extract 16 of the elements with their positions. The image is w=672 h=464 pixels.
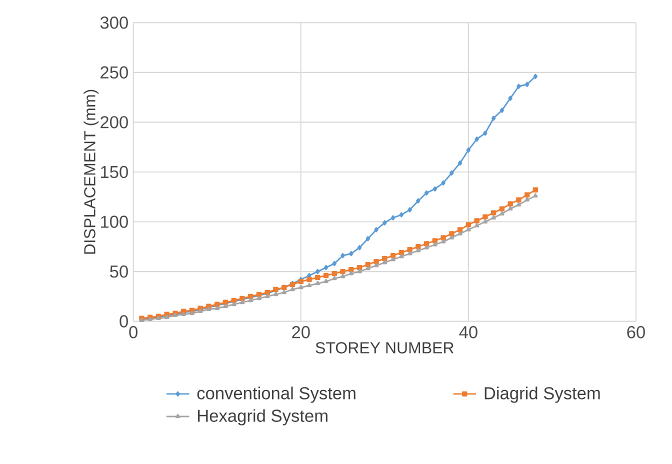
x-axis-title: STOREY NUMBER — [316, 342, 454, 354]
x-tick-label: 20 — [292, 326, 310, 338]
x-tick-label: 60 — [627, 326, 645, 338]
y-axis-title: DISPLACEMENT (mm) — [84, 90, 99, 254]
x-tick-label: 0 — [129, 326, 138, 338]
y-tick-label: 150 — [101, 166, 128, 178]
y-tick-label: 250 — [100, 66, 128, 79]
legend-label: Diagrid System — [484, 386, 600, 403]
y-tick-label: 100 — [101, 216, 128, 228]
x-tick-label: 40 — [459, 326, 478, 338]
y-tick-label: 0 — [120, 315, 128, 328]
y-tick-label: 50 — [110, 265, 128, 278]
legend-label: Hexagrid System — [198, 409, 328, 426]
legend-label: conventional System — [197, 386, 356, 403]
y-tick-label: 300 — [100, 16, 128, 29]
y-tick-label: 200 — [100, 116, 128, 128]
